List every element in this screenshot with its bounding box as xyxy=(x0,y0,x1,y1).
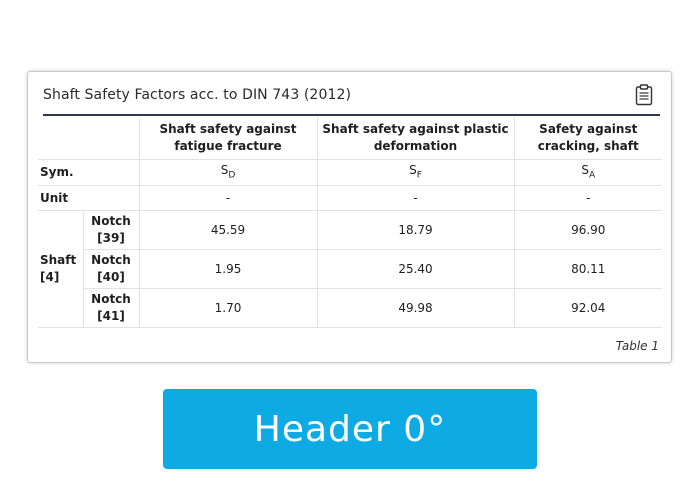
symbol-cell: SD xyxy=(138,158,318,186)
table-row: Notch [40] 1.95 25.40 80.11 xyxy=(38,248,662,289)
value-cell: 49.98 xyxy=(316,287,515,328)
column-header: Shaft safety against plastic deformation xyxy=(316,118,515,160)
card-title: Shaft Safety Factors acc. to DIN 743 (20… xyxy=(43,87,352,103)
notch-label: Notch [39] xyxy=(82,209,140,250)
value-cell: 96.90 xyxy=(513,209,662,250)
unit-cell: - xyxy=(138,184,318,211)
safety-factors-table: Shaft safety against fatigue fracture Sh… xyxy=(38,118,662,328)
table-row: Shaft [4] Notch [39] 45.59 18.79 96.90 xyxy=(38,209,662,328)
table-row: Notch [41] 1.70 49.98 92.04 xyxy=(38,287,662,328)
value-cell: 80.11 xyxy=(513,248,662,289)
value-cell: 1.95 xyxy=(138,248,318,289)
table-header-row: Shaft safety against fatigue fracture Sh… xyxy=(38,118,662,160)
value-cell: 1.70 xyxy=(138,287,318,328)
value-cell: 18.79 xyxy=(316,209,515,250)
value-cell: 92.04 xyxy=(513,287,662,328)
row-label: Unit xyxy=(38,184,140,211)
notch-label: Notch [40] xyxy=(83,248,140,289)
title-divider xyxy=(43,114,660,116)
header-empty-cell xyxy=(38,118,140,160)
symbol-base: S xyxy=(409,163,417,178)
symbol-base: S xyxy=(581,163,589,178)
unit-cell: - xyxy=(316,184,515,211)
symbol-cell: SA xyxy=(513,158,662,186)
table-caption: Table 1 xyxy=(615,339,659,353)
value-cell: 45.59 xyxy=(138,209,318,250)
symbol-subscript: F xyxy=(416,170,422,181)
clipboard-icon[interactable] xyxy=(634,84,654,106)
row-label: Sym. xyxy=(38,158,140,186)
header-button[interactable]: Header 0° xyxy=(163,389,537,469)
symbol-subscript: A xyxy=(588,170,596,181)
symbol-subscript: D xyxy=(228,170,236,181)
shaft-group-label: Shaft [4] xyxy=(38,209,84,328)
safety-factors-card: Shaft Safety Factors acc. to DIN 743 (20… xyxy=(27,71,672,363)
symbol-cell: SF xyxy=(316,158,515,186)
unit-cell: - xyxy=(513,184,662,211)
unit-row: Unit - - - xyxy=(38,184,662,211)
value-cell: 25.40 xyxy=(316,248,515,289)
column-header: Safety against cracking, shaft xyxy=(513,118,662,160)
symbol-base: S xyxy=(220,163,229,178)
column-header: Shaft safety against fatigue fracture xyxy=(138,118,318,160)
symbol-row: Sym. SD SF SA xyxy=(38,158,662,186)
notch-label: Notch [41] xyxy=(83,287,140,328)
